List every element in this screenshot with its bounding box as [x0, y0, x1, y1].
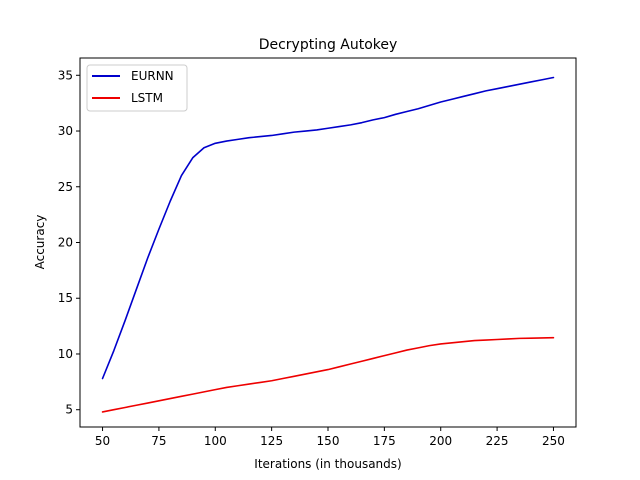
- y-axis-ticks: 5 10 15 20 25 30 35: [58, 68, 80, 417]
- y-tick-label: 15: [58, 291, 73, 305]
- x-axis-label: Iterations (in thousands): [254, 457, 401, 471]
- legend-label-eurnn: EURNN: [131, 69, 174, 83]
- x-tick-label: 100: [204, 434, 227, 448]
- x-tick-label: 200: [429, 434, 452, 448]
- y-tick-label: 10: [58, 347, 73, 361]
- legend: EURNN LSTM: [86, 64, 188, 112]
- series-layer: [101, 76, 555, 413]
- y-tick-label: 5: [65, 403, 73, 417]
- chart-title: Decrypting Autokey: [259, 37, 398, 53]
- x-tick-label: 75: [151, 434, 166, 448]
- x-tick-label: 125: [260, 434, 283, 448]
- y-tick-label: 30: [58, 124, 73, 138]
- y-tick-label: 35: [58, 68, 73, 82]
- x-tick-label: 250: [542, 434, 565, 448]
- x-tick-label: 150: [317, 434, 340, 448]
- series-line-eurnn: [101, 76, 555, 380]
- series-line-lstm: [101, 336, 555, 413]
- y-tick-label: 20: [58, 236, 73, 250]
- y-tick-label: 25: [58, 180, 73, 194]
- y-axis-label: Accuracy: [33, 215, 47, 270]
- x-tick-label: 225: [486, 434, 509, 448]
- x-tick-label: 50: [95, 434, 110, 448]
- x-axis-ticks: 50 75 100 125 150 175 200 225 250: [95, 427, 565, 448]
- x-tick-label: 175: [373, 434, 396, 448]
- legend-label-lstm: LSTM: [131, 91, 163, 105]
